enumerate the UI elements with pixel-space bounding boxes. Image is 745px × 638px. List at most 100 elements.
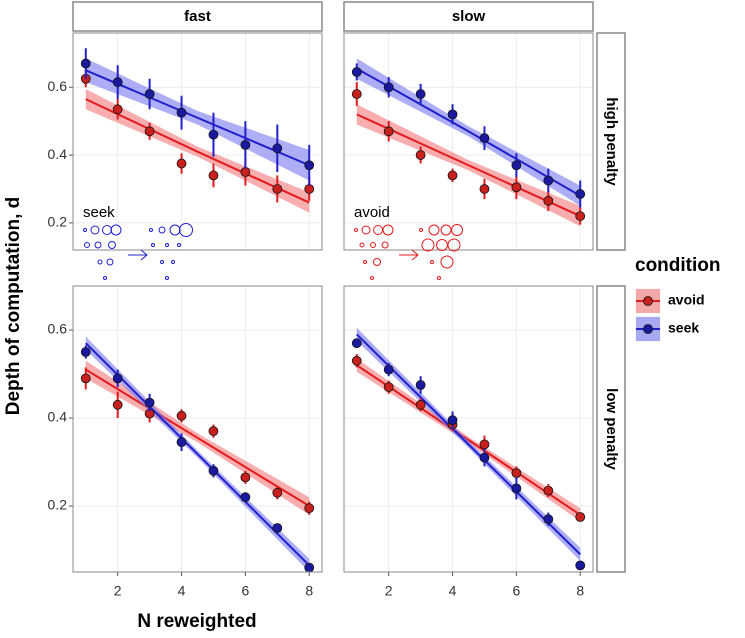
- y-tick-label: 0.6: [48, 78, 68, 94]
- data-point: [383, 126, 394, 137]
- data-point: [383, 82, 394, 93]
- data-point: [383, 364, 394, 375]
- icon-circle: [370, 242, 376, 248]
- data-point: [272, 143, 283, 154]
- data-point: [304, 503, 315, 514]
- icon-circle: [437, 276, 441, 280]
- data-point: [447, 170, 458, 181]
- icon-circle: [84, 242, 90, 248]
- data-point: [208, 170, 219, 181]
- icon-circle: [370, 276, 374, 280]
- data-point: [575, 512, 586, 522]
- icon-circle: [440, 255, 454, 269]
- data-point: [272, 487, 283, 498]
- icon-circle: [451, 224, 463, 236]
- fit-line: [356, 364, 581, 516]
- data-point: [511, 182, 522, 193]
- fit-line: [85, 69, 310, 167]
- x-axis-title: N reweighted: [137, 611, 256, 632]
- x-tick-label: 2: [114, 583, 122, 599]
- data-point: [479, 184, 490, 194]
- data-point: [415, 380, 426, 390]
- data-point: [415, 399, 426, 410]
- x-tick-label: 8: [576, 583, 584, 599]
- strip-label: low penalty: [603, 388, 620, 470]
- data-point: [112, 373, 123, 384]
- icon-circle: [419, 228, 423, 232]
- data-point: [543, 195, 554, 206]
- strip-label: slow: [452, 8, 486, 25]
- data-point: [208, 426, 219, 437]
- annotation-icon: [354, 224, 463, 280]
- data-point: [511, 468, 522, 478]
- icon-circle: [110, 224, 122, 236]
- x-tick-label: 4: [178, 583, 186, 599]
- icon-circle: [103, 276, 107, 280]
- data-point: [144, 126, 155, 137]
- panel-border: [72, 32, 323, 251]
- icon-circle: [421, 238, 435, 252]
- data-point: [351, 89, 362, 99]
- data-point: [304, 160, 315, 171]
- icon-circle: [381, 241, 389, 249]
- data-point: [176, 107, 187, 118]
- data-point: [272, 184, 283, 194]
- y-tick-label: 0.4: [48, 146, 68, 162]
- icon-circle: [108, 241, 116, 249]
- icon-circle: [177, 243, 181, 247]
- data-point: [240, 492, 251, 503]
- data-point: [511, 483, 522, 494]
- icon-circle: [354, 228, 358, 232]
- x-tick-label: 4: [449, 583, 457, 599]
- icon-circle: [165, 243, 169, 247]
- fit-line: [356, 113, 581, 218]
- data-point: [543, 514, 554, 525]
- fit-line: [356, 67, 581, 197]
- fit-line: [85, 98, 310, 204]
- icon-circle: [106, 258, 114, 266]
- data-point: [272, 523, 283, 533]
- icon-circle: [447, 238, 461, 252]
- panel-border: [72, 285, 323, 573]
- icon-circle: [90, 225, 100, 235]
- icon-circle: [83, 228, 87, 232]
- data-point: [304, 562, 315, 573]
- data-point: [351, 67, 362, 77]
- icon-circle: [149, 228, 153, 232]
- data-point: [80, 373, 91, 384]
- data-point: [415, 150, 426, 160]
- legend-title: condition: [635, 255, 720, 276]
- data-point: [383, 382, 394, 393]
- strip: [72, 1, 323, 32]
- data-point: [479, 439, 490, 450]
- data-point: [543, 485, 554, 496]
- panel-border: [343, 32, 594, 251]
- y-tick-label: 0.6: [48, 321, 68, 337]
- icon-circle: [94, 241, 102, 249]
- icon-circle: [382, 224, 394, 236]
- icon-circle: [151, 243, 155, 247]
- panel-background: [73, 286, 322, 572]
- icon-circle: [171, 260, 175, 264]
- data-point: [543, 175, 554, 186]
- data-point: [240, 139, 251, 150]
- icon-circle: [361, 225, 371, 235]
- icon-circle: [165, 276, 169, 280]
- data-point: [240, 167, 251, 177]
- data-point: [447, 109, 458, 120]
- y-tick-label: 0.2: [48, 497, 68, 513]
- data-point: [80, 58, 91, 69]
- data-point: [511, 160, 522, 171]
- fit-line: [85, 342, 310, 567]
- strip: [343, 1, 594, 32]
- data-point: [575, 560, 586, 571]
- x-tick-label: 6: [512, 583, 520, 599]
- legend-key-point: [643, 296, 653, 306]
- data-point: [176, 410, 187, 421]
- legend-label: avoid: [668, 292, 705, 308]
- icon-circle: [160, 260, 164, 264]
- strip: [596, 32, 626, 251]
- data-point: [112, 399, 123, 410]
- icon-circle: [359, 242, 365, 248]
